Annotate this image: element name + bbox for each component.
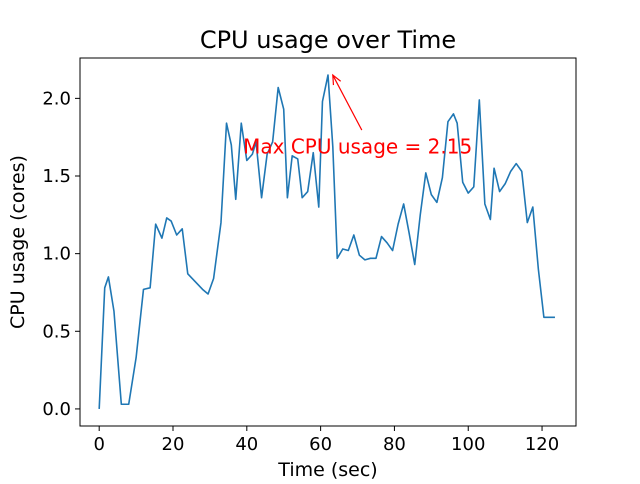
y-tick-label: 1.0 bbox=[42, 244, 71, 265]
x-axis-label: Time (sec) bbox=[277, 459, 377, 480]
x-tick-label: 0 bbox=[93, 434, 104, 455]
y-tick-label: 2.0 bbox=[42, 88, 71, 109]
y-tick-label: 1.5 bbox=[42, 166, 71, 187]
annotation-arrow-shaft bbox=[332, 74, 363, 131]
x-tick-label: 120 bbox=[525, 434, 559, 455]
axes-frame bbox=[79, 57, 577, 427]
y-tick-label: 0.0 bbox=[42, 399, 71, 420]
annotation-layer: Max CPU usage = 2.15 bbox=[243, 73, 472, 159]
annotation-arrow-head bbox=[332, 73, 342, 86]
plot-area: Max CPU usage = 2.15 bbox=[79, 57, 577, 427]
x-tick-label: 80 bbox=[383, 434, 406, 455]
series-line-0 bbox=[98, 74, 555, 409]
x-tick-label: 40 bbox=[235, 434, 258, 455]
series-layer bbox=[98, 74, 555, 409]
x-tick-label: 100 bbox=[451, 434, 485, 455]
y-axis: 0.0 0.5 1.0 1.5 2.0 bbox=[42, 88, 80, 420]
y-tick-label: 0.5 bbox=[42, 321, 71, 342]
annotation-label: Max CPU usage = 2.15 bbox=[243, 135, 472, 159]
chart-title: CPU usage over Time bbox=[200, 26, 456, 54]
x-tick-label: 20 bbox=[162, 434, 185, 455]
x-axis: 0 20 40 60 80 100 120 bbox=[93, 426, 559, 455]
y-axis-label: CPU usage (cores) bbox=[7, 155, 29, 329]
x-tick-label: 60 bbox=[309, 434, 332, 455]
